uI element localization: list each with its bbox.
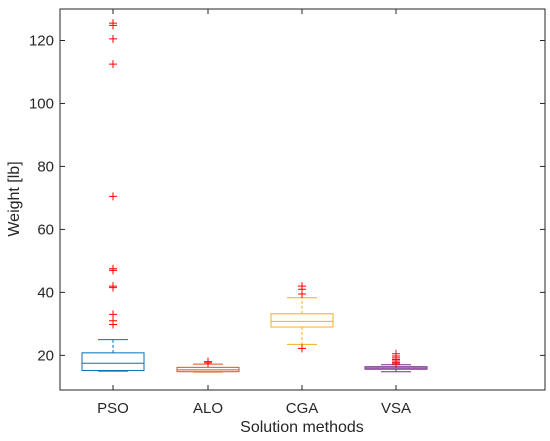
- axis-layer: 20 40 60 80 100 120 PSO ALO CGA VSA: [29, 9, 545, 417]
- y-tick-label: 80: [37, 158, 54, 175]
- outlier-marker: [109, 34, 117, 43]
- plot-layer: [81, 19, 428, 373]
- outlier-marker: [109, 60, 117, 69]
- outlier-marker: [109, 19, 117, 28]
- x-tick-label: PSO: [97, 400, 129, 417]
- outlier-marker: [109, 282, 117, 291]
- x-axis-label: Solution methods: [240, 419, 364, 436]
- outlier-marker: [204, 357, 212, 366]
- y-tick-label: 20: [37, 347, 54, 364]
- y-tick-label: 60: [37, 221, 54, 238]
- outlier-marker: [109, 192, 117, 201]
- x-tick-label: CGA: [286, 400, 319, 417]
- y-axis-label: Weight [lb]: [6, 161, 23, 236]
- outlier-marker: [109, 310, 117, 319]
- x-tick-label: VSA: [381, 400, 411, 417]
- box-group-pso: [81, 19, 145, 372]
- y-tick-label: 120: [29, 32, 54, 49]
- box-group-vsa: [364, 349, 428, 373]
- x-tick-label: ALO: [193, 400, 223, 417]
- outlier-marker: [298, 282, 306, 291]
- outlier-marker: [109, 264, 117, 273]
- y-tick-label: 100: [29, 95, 54, 112]
- y-tick-label: 40: [37, 284, 54, 301]
- box-group-alo: [176, 357, 240, 373]
- box: [81, 352, 145, 371]
- outlier-marker: [392, 349, 400, 358]
- box: [270, 313, 334, 328]
- outlier-marker: [298, 344, 306, 353]
- box-group-cga: [270, 282, 334, 353]
- plot-background: [60, 9, 545, 390]
